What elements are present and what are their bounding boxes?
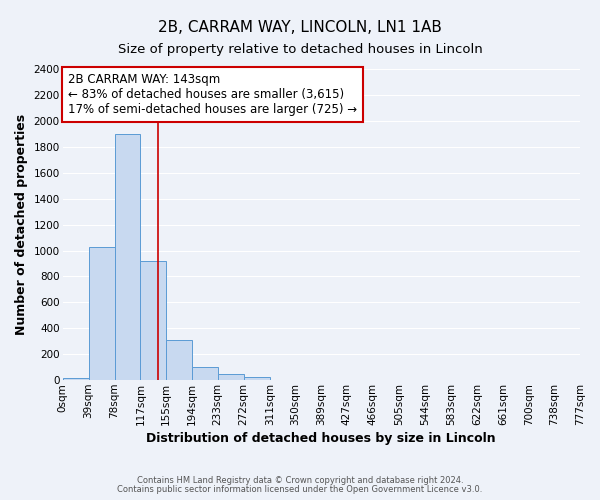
Y-axis label: Number of detached properties: Number of detached properties [15,114,28,335]
Bar [218,374,244,380]
Bar [140,261,166,380]
Text: 2B CARRAM WAY: 143sqm
← 83% of detached houses are smaller (3,615)
17% of semi-d: 2B CARRAM WAY: 143sqm ← 83% of detached … [68,73,357,116]
Bar [244,377,269,380]
Text: Contains HM Land Registry data © Crown copyright and database right 2024.: Contains HM Land Registry data © Crown c… [137,476,463,485]
Bar [115,134,140,380]
Text: Size of property relative to detached houses in Lincoln: Size of property relative to detached ho… [118,42,482,56]
Text: Contains public sector information licensed under the Open Government Licence v3: Contains public sector information licen… [118,485,482,494]
Text: 2B, CARRAM WAY, LINCOLN, LN1 1AB: 2B, CARRAM WAY, LINCOLN, LN1 1AB [158,20,442,35]
Bar [166,340,192,380]
Bar [62,378,89,380]
X-axis label: Distribution of detached houses by size in Lincoln: Distribution of detached houses by size … [146,432,496,445]
Bar [192,366,218,380]
Bar [89,248,115,380]
